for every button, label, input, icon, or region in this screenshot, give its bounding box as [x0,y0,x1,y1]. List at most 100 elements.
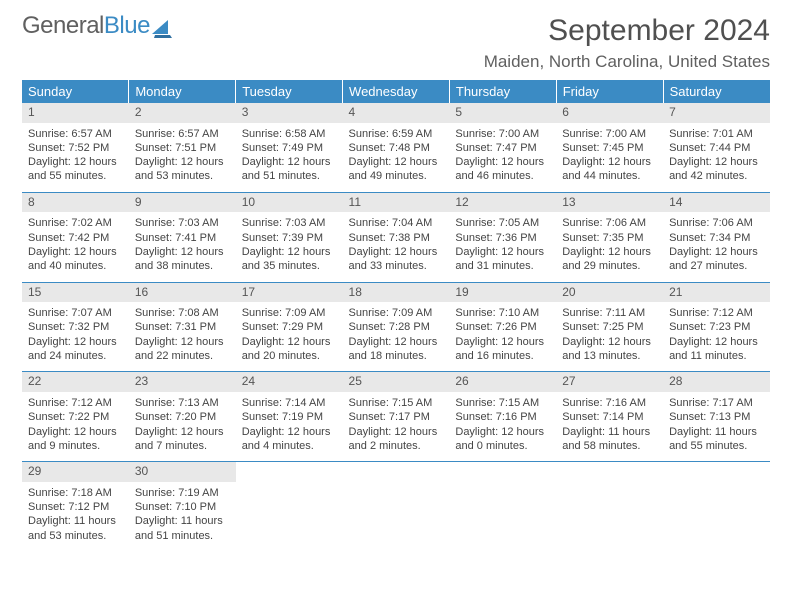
day-number-cell [556,462,663,482]
day-number-cell: 6 [556,103,663,123]
day-content-cell: Sunrise: 6:59 AMSunset: 7:48 PMDaylight:… [343,123,450,193]
day-number-cell: 21 [663,282,770,302]
logo-text-blue: Blue [104,12,150,40]
day-details: Sunrise: 6:57 AMSunset: 7:51 PMDaylight:… [135,127,230,184]
day-number-cell: 19 [449,282,556,302]
day-details: Sunrise: 7:12 AMSunset: 7:22 PMDaylight:… [28,396,123,453]
day-content-cell: Sunrise: 7:15 AMSunset: 7:16 PMDaylight:… [449,392,556,462]
weekday-header: Saturday [663,80,770,103]
weekday-header-row: SundayMondayTuesdayWednesdayThursdayFrid… [22,80,770,103]
day-number-cell: 24 [236,372,343,392]
day-number-cell: 5 [449,103,556,123]
day-details: Sunrise: 7:13 AMSunset: 7:20 PMDaylight:… [135,396,230,453]
day-content-row: Sunrise: 7:18 AMSunset: 7:12 PMDaylight:… [22,482,770,551]
day-content-cell: Sunrise: 7:00 AMSunset: 7:45 PMDaylight:… [556,123,663,193]
header: GeneralBlue September 2024 Maiden, North… [22,12,770,72]
day-number-cell [343,462,450,482]
day-content-cell: Sunrise: 7:00 AMSunset: 7:47 PMDaylight:… [449,123,556,193]
day-details: Sunrise: 7:19 AMSunset: 7:10 PMDaylight:… [135,486,230,543]
day-content-cell: Sunrise: 7:01 AMSunset: 7:44 PMDaylight:… [663,123,770,193]
day-number-cell: 13 [556,192,663,212]
day-number-row: 22232425262728 [22,372,770,392]
day-number-cell: 29 [22,462,129,482]
day-content-cell [663,482,770,551]
day-details: Sunrise: 7:06 AMSunset: 7:35 PMDaylight:… [562,216,657,273]
day-details: Sunrise: 7:06 AMSunset: 7:34 PMDaylight:… [669,216,764,273]
day-content-cell: Sunrise: 7:06 AMSunset: 7:34 PMDaylight:… [663,212,770,282]
day-details: Sunrise: 7:17 AMSunset: 7:13 PMDaylight:… [669,396,764,453]
day-details: Sunrise: 7:11 AMSunset: 7:25 PMDaylight:… [562,306,657,363]
day-content-cell: Sunrise: 7:09 AMSunset: 7:28 PMDaylight:… [343,302,450,372]
day-content-cell: Sunrise: 7:11 AMSunset: 7:25 PMDaylight:… [556,302,663,372]
day-number-cell: 14 [663,192,770,212]
day-number-cell: 4 [343,103,450,123]
day-content-cell: Sunrise: 7:08 AMSunset: 7:31 PMDaylight:… [129,302,236,372]
day-details: Sunrise: 7:16 AMSunset: 7:14 PMDaylight:… [562,396,657,453]
logo-sail-icon [152,17,174,35]
day-details: Sunrise: 7:18 AMSunset: 7:12 PMDaylight:… [28,486,123,543]
day-details: Sunrise: 7:08 AMSunset: 7:31 PMDaylight:… [135,306,230,363]
day-number-cell: 28 [663,372,770,392]
day-content-cell: Sunrise: 7:18 AMSunset: 7:12 PMDaylight:… [22,482,129,551]
day-content-cell: Sunrise: 7:15 AMSunset: 7:17 PMDaylight:… [343,392,450,462]
day-details: Sunrise: 7:03 AMSunset: 7:39 PMDaylight:… [242,216,337,273]
day-content-cell: Sunrise: 7:09 AMSunset: 7:29 PMDaylight:… [236,302,343,372]
day-details: Sunrise: 7:00 AMSunset: 7:47 PMDaylight:… [455,127,550,184]
day-content-cell [236,482,343,551]
day-number-cell: 8 [22,192,129,212]
day-content-cell: Sunrise: 6:57 AMSunset: 7:51 PMDaylight:… [129,123,236,193]
day-content-cell: Sunrise: 7:16 AMSunset: 7:14 PMDaylight:… [556,392,663,462]
logo: GeneralBlue [22,12,174,40]
day-number-cell: 10 [236,192,343,212]
title-block: September 2024 Maiden, North Carolina, U… [484,12,770,72]
day-content-cell: Sunrise: 7:05 AMSunset: 7:36 PMDaylight:… [449,212,556,282]
day-content-cell: Sunrise: 7:06 AMSunset: 7:35 PMDaylight:… [556,212,663,282]
weekday-header: Sunday [22,80,129,103]
day-content-cell: Sunrise: 7:04 AMSunset: 7:38 PMDaylight:… [343,212,450,282]
weekday-header: Friday [556,80,663,103]
day-number-cell: 9 [129,192,236,212]
day-number-cell [449,462,556,482]
day-details: Sunrise: 7:01 AMSunset: 7:44 PMDaylight:… [669,127,764,184]
day-details: Sunrise: 7:09 AMSunset: 7:28 PMDaylight:… [349,306,444,363]
weekday-header: Thursday [449,80,556,103]
location: Maiden, North Carolina, United States [484,52,770,72]
day-number-row: 1234567 [22,103,770,123]
day-number-cell: 25 [343,372,450,392]
day-details: Sunrise: 7:15 AMSunset: 7:16 PMDaylight:… [455,396,550,453]
day-number-cell: 22 [22,372,129,392]
day-content-cell: Sunrise: 7:02 AMSunset: 7:42 PMDaylight:… [22,212,129,282]
day-details: Sunrise: 7:05 AMSunset: 7:36 PMDaylight:… [455,216,550,273]
day-content-cell: Sunrise: 6:57 AMSunset: 7:52 PMDaylight:… [22,123,129,193]
day-number-cell: 20 [556,282,663,302]
day-details: Sunrise: 7:09 AMSunset: 7:29 PMDaylight:… [242,306,337,363]
day-content-cell: Sunrise: 7:07 AMSunset: 7:32 PMDaylight:… [22,302,129,372]
day-content-cell: Sunrise: 7:03 AMSunset: 7:39 PMDaylight:… [236,212,343,282]
day-number-cell: 27 [556,372,663,392]
day-number-cell: 3 [236,103,343,123]
day-content-row: Sunrise: 7:02 AMSunset: 7:42 PMDaylight:… [22,212,770,282]
day-number-cell: 7 [663,103,770,123]
logo-text-general: General [22,12,104,40]
day-number-cell: 2 [129,103,236,123]
day-details: Sunrise: 7:04 AMSunset: 7:38 PMDaylight:… [349,216,444,273]
day-number-row: 15161718192021 [22,282,770,302]
day-content-cell: Sunrise: 7:03 AMSunset: 7:41 PMDaylight:… [129,212,236,282]
day-number-cell: 23 [129,372,236,392]
day-content-cell: Sunrise: 7:10 AMSunset: 7:26 PMDaylight:… [449,302,556,372]
day-number-row: 891011121314 [22,192,770,212]
day-number-cell: 18 [343,282,450,302]
day-content-cell: Sunrise: 7:13 AMSunset: 7:20 PMDaylight:… [129,392,236,462]
day-content-row: Sunrise: 7:12 AMSunset: 7:22 PMDaylight:… [22,392,770,462]
day-number-cell [236,462,343,482]
day-content-cell [556,482,663,551]
day-content-cell [449,482,556,551]
day-content-row: Sunrise: 7:07 AMSunset: 7:32 PMDaylight:… [22,302,770,372]
month-title: September 2024 [484,14,770,48]
day-details: Sunrise: 6:57 AMSunset: 7:52 PMDaylight:… [28,127,123,184]
day-number-cell: 26 [449,372,556,392]
day-content-cell: Sunrise: 7:17 AMSunset: 7:13 PMDaylight:… [663,392,770,462]
weekday-header: Tuesday [236,80,343,103]
day-content-cell: Sunrise: 7:12 AMSunset: 7:22 PMDaylight:… [22,392,129,462]
day-details: Sunrise: 6:59 AMSunset: 7:48 PMDaylight:… [349,127,444,184]
